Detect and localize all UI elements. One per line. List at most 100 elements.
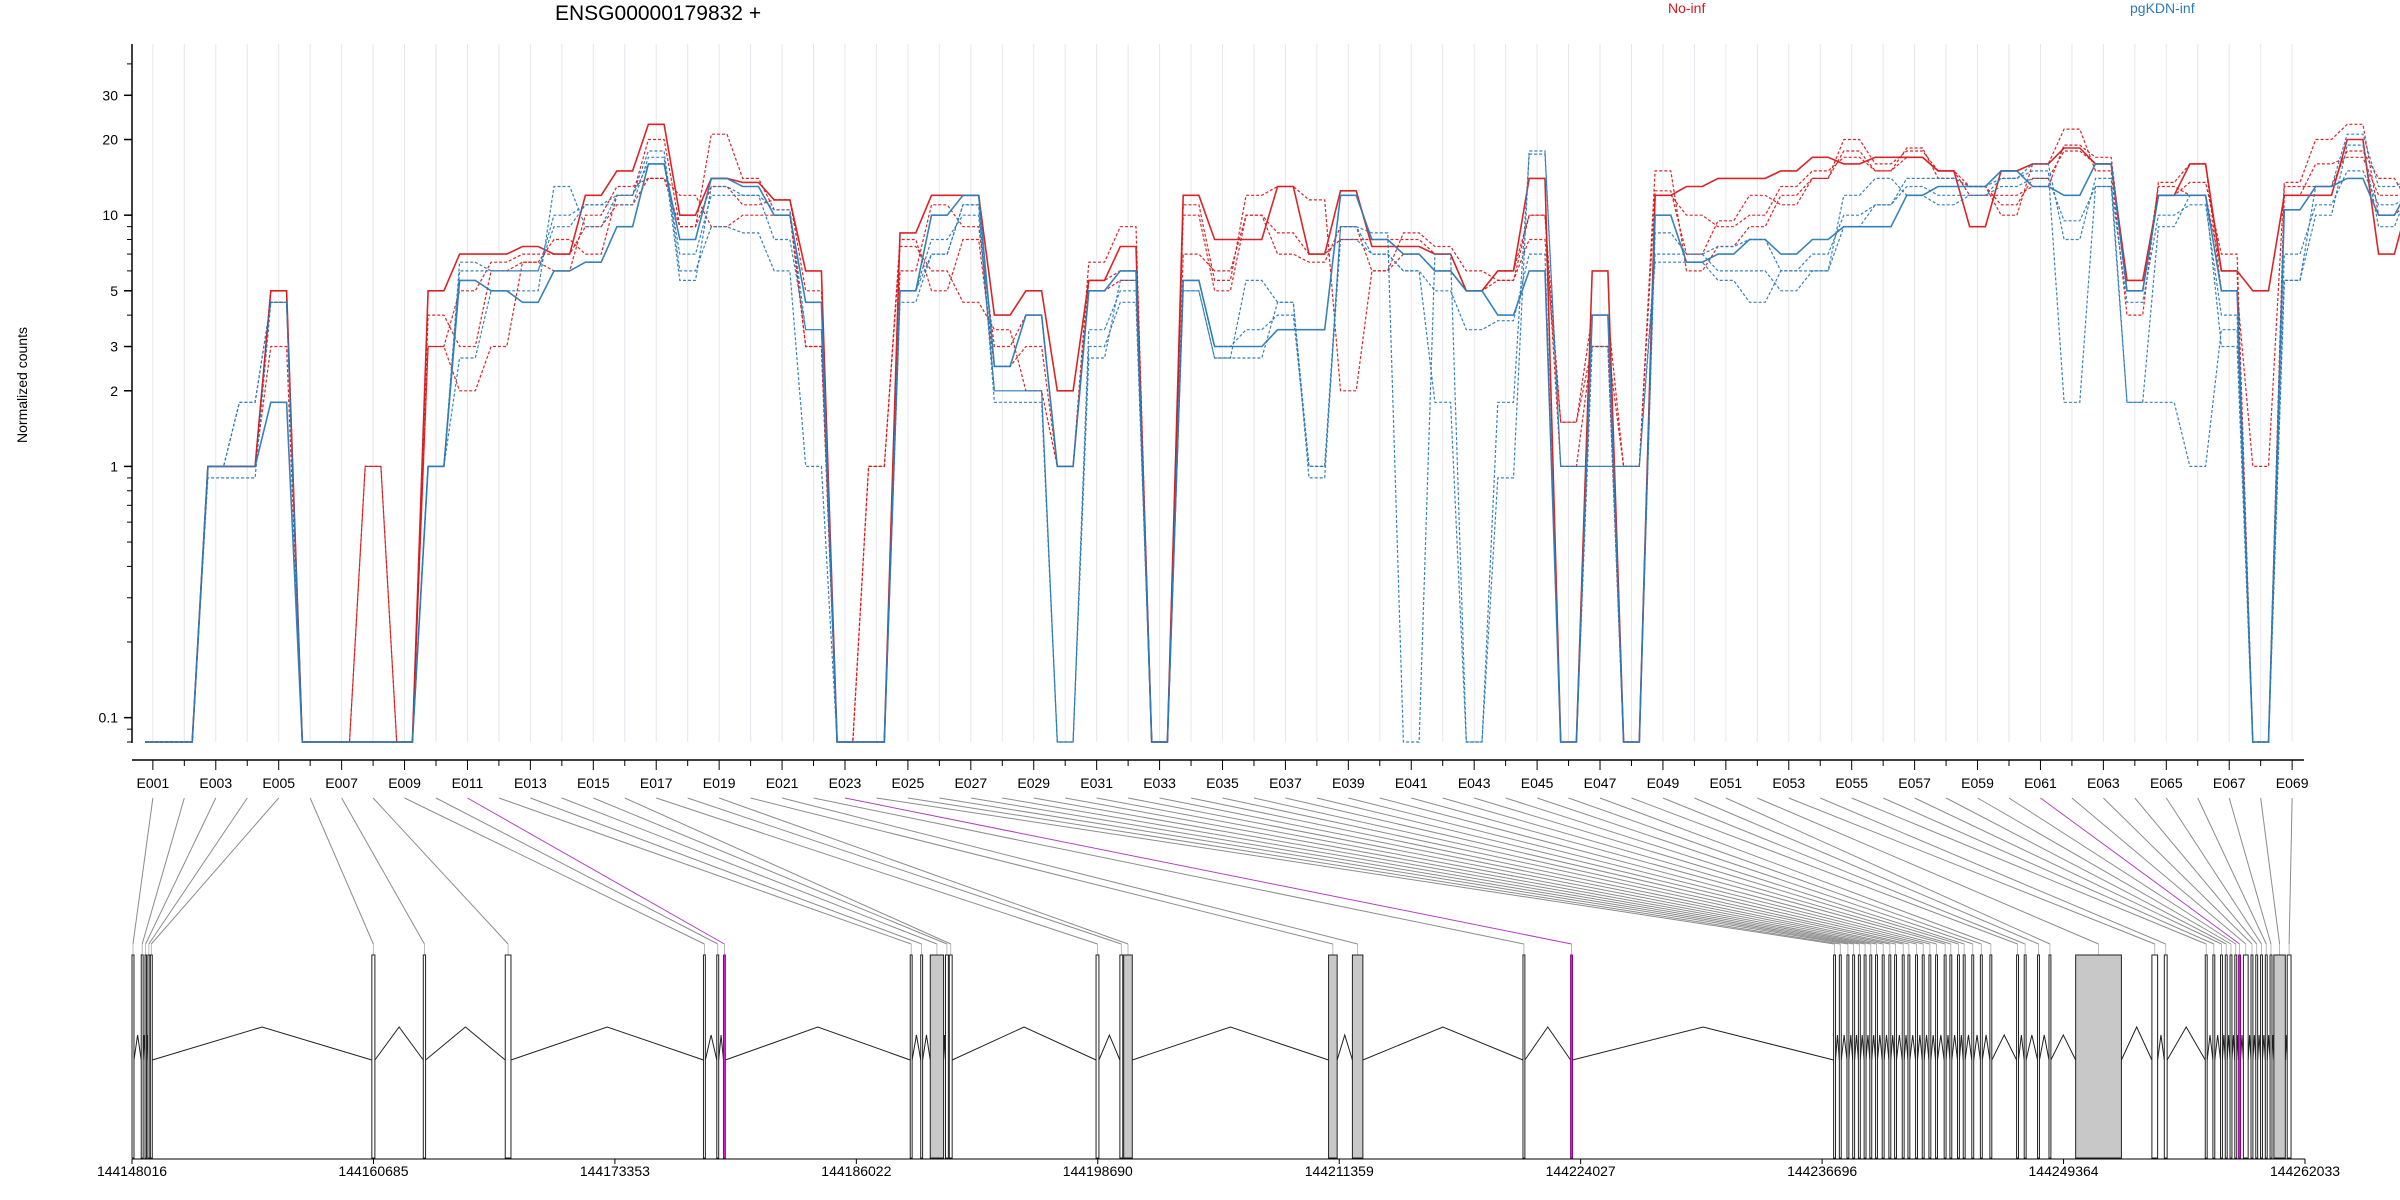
exon-tick-label: E019 (703, 775, 736, 791)
exon-connector (1568, 797, 1982, 945)
exon-box (2264, 954, 2268, 1159)
intron (911, 1034, 922, 1061)
exon-box (2269, 954, 2273, 1159)
exon-tick-label: E029 (1017, 775, 1050, 791)
intron (1840, 1034, 1848, 1061)
intron (425, 1026, 506, 1061)
exon-connector (2008, 797, 2237, 945)
exon-connector (1033, 797, 1866, 945)
intron (1859, 1034, 1865, 1061)
exon-tick-label: E047 (1584, 775, 1617, 791)
exon-box (422, 954, 427, 1159)
exon-tick-label: E051 (1710, 775, 1743, 791)
exon-tick-label: E005 (262, 775, 295, 791)
exon-gridlines (152, 44, 2293, 742)
exon-connector (1851, 797, 2207, 945)
intron (718, 1034, 724, 1061)
exon-box (2220, 954, 2223, 1159)
exon-connector (1914, 797, 2222, 945)
exon-connector (750, 797, 1333, 945)
intron (133, 1034, 142, 1061)
exon-connector (2260, 797, 2281, 945)
exon-box (131, 954, 135, 1159)
exon-box (504, 954, 512, 1159)
exon-connector (2071, 797, 2247, 945)
series-line-no-inf-0 (145, 123, 2400, 743)
intron (1883, 1034, 1890, 1061)
exon-connector (1253, 797, 1910, 945)
exon-connector (593, 797, 948, 945)
exon-tick-label: E035 (1206, 775, 1239, 791)
genomic-tick-label: 144148016 (97, 1163, 167, 1179)
exon-tick-label: E033 (1143, 775, 1176, 791)
intron (2025, 1034, 2039, 1061)
exon-box (1119, 954, 1124, 1159)
exon-box (1869, 954, 1873, 1159)
exon-connector (1505, 797, 1965, 945)
exon-connector (1788, 797, 2155, 945)
exon-connector (435, 797, 718, 945)
exon-connector (1757, 797, 2099, 945)
intron (951, 1026, 1097, 1061)
series-lines (145, 123, 2400, 743)
exon-connector (1222, 797, 1904, 945)
exon-box (909, 954, 913, 1159)
exon-tick-label: E011 (452, 775, 484, 791)
exon-connector (844, 797, 1572, 945)
exon-box (1522, 954, 1526, 1159)
exon-connector (687, 797, 1122, 945)
exon-box (948, 954, 953, 1159)
exon-connector (498, 797, 912, 945)
exon-box (1846, 954, 1850, 1159)
intron (725, 1026, 911, 1061)
exon-connector (1599, 797, 1992, 945)
exon-x-axis: E001 E003 E005 E007 E009 E011 E013 E015 E017 E019… (132, 759, 2309, 791)
exon-box (2151, 954, 2159, 1159)
exon-box (2037, 954, 2040, 1159)
exon-connector (404, 797, 705, 945)
exon-box (2234, 954, 2238, 1159)
exon-connector (530, 797, 922, 945)
exon-connector (1348, 797, 1930, 945)
intron (1871, 1034, 1877, 1061)
exon-box (716, 954, 720, 1159)
exon-connector (2103, 797, 2253, 945)
series-line-pgkdn-inf-4 (145, 163, 2400, 743)
exon-connector (2040, 797, 2240, 945)
exon-connector (372, 797, 509, 945)
exon-box (1838, 954, 1842, 1159)
y-axis: 0.1 1 2 3 5 10 20 30 (99, 44, 133, 743)
y-tick-label: 20 (102, 132, 118, 148)
exon-box (1875, 954, 1878, 1159)
intron (1991, 1033, 2018, 1061)
exon-connector (1159, 797, 1890, 945)
exon-tick-label: E017 (640, 775, 673, 791)
exon-tick-label: E057 (1898, 775, 1931, 791)
exon-box (2242, 954, 2249, 1159)
exon-connector (813, 797, 1525, 945)
intron (2166, 1026, 2206, 1061)
exon-connector (1474, 797, 1959, 945)
exon-tick-label: E021 (766, 775, 799, 791)
exon-connector (141, 797, 185, 945)
exon-connector (150, 797, 280, 945)
exon-box (2212, 954, 2216, 1159)
intron (1098, 1033, 1121, 1061)
exon-connector (939, 797, 1848, 945)
intron (1981, 1034, 1991, 1061)
genomic-tick-label: 144262033 (2270, 1163, 2340, 1179)
genomic-tick-label: 144173353 (580, 1163, 650, 1179)
exon-connector (2197, 797, 2267, 945)
exon-connector (1128, 797, 1884, 945)
exon-tick-label: E013 (514, 775, 547, 791)
exon-connector (624, 797, 951, 945)
exon-connector (148, 797, 248, 945)
exon-box (2204, 954, 2208, 1159)
exon-tick-label: E061 (2024, 775, 2057, 791)
exon-box (702, 954, 706, 1159)
intron (1973, 1034, 1981, 1061)
genomic-tick-label: 144236696 (1787, 1163, 1857, 1179)
exon-box (722, 954, 726, 1159)
intron (2214, 1034, 2222, 1061)
